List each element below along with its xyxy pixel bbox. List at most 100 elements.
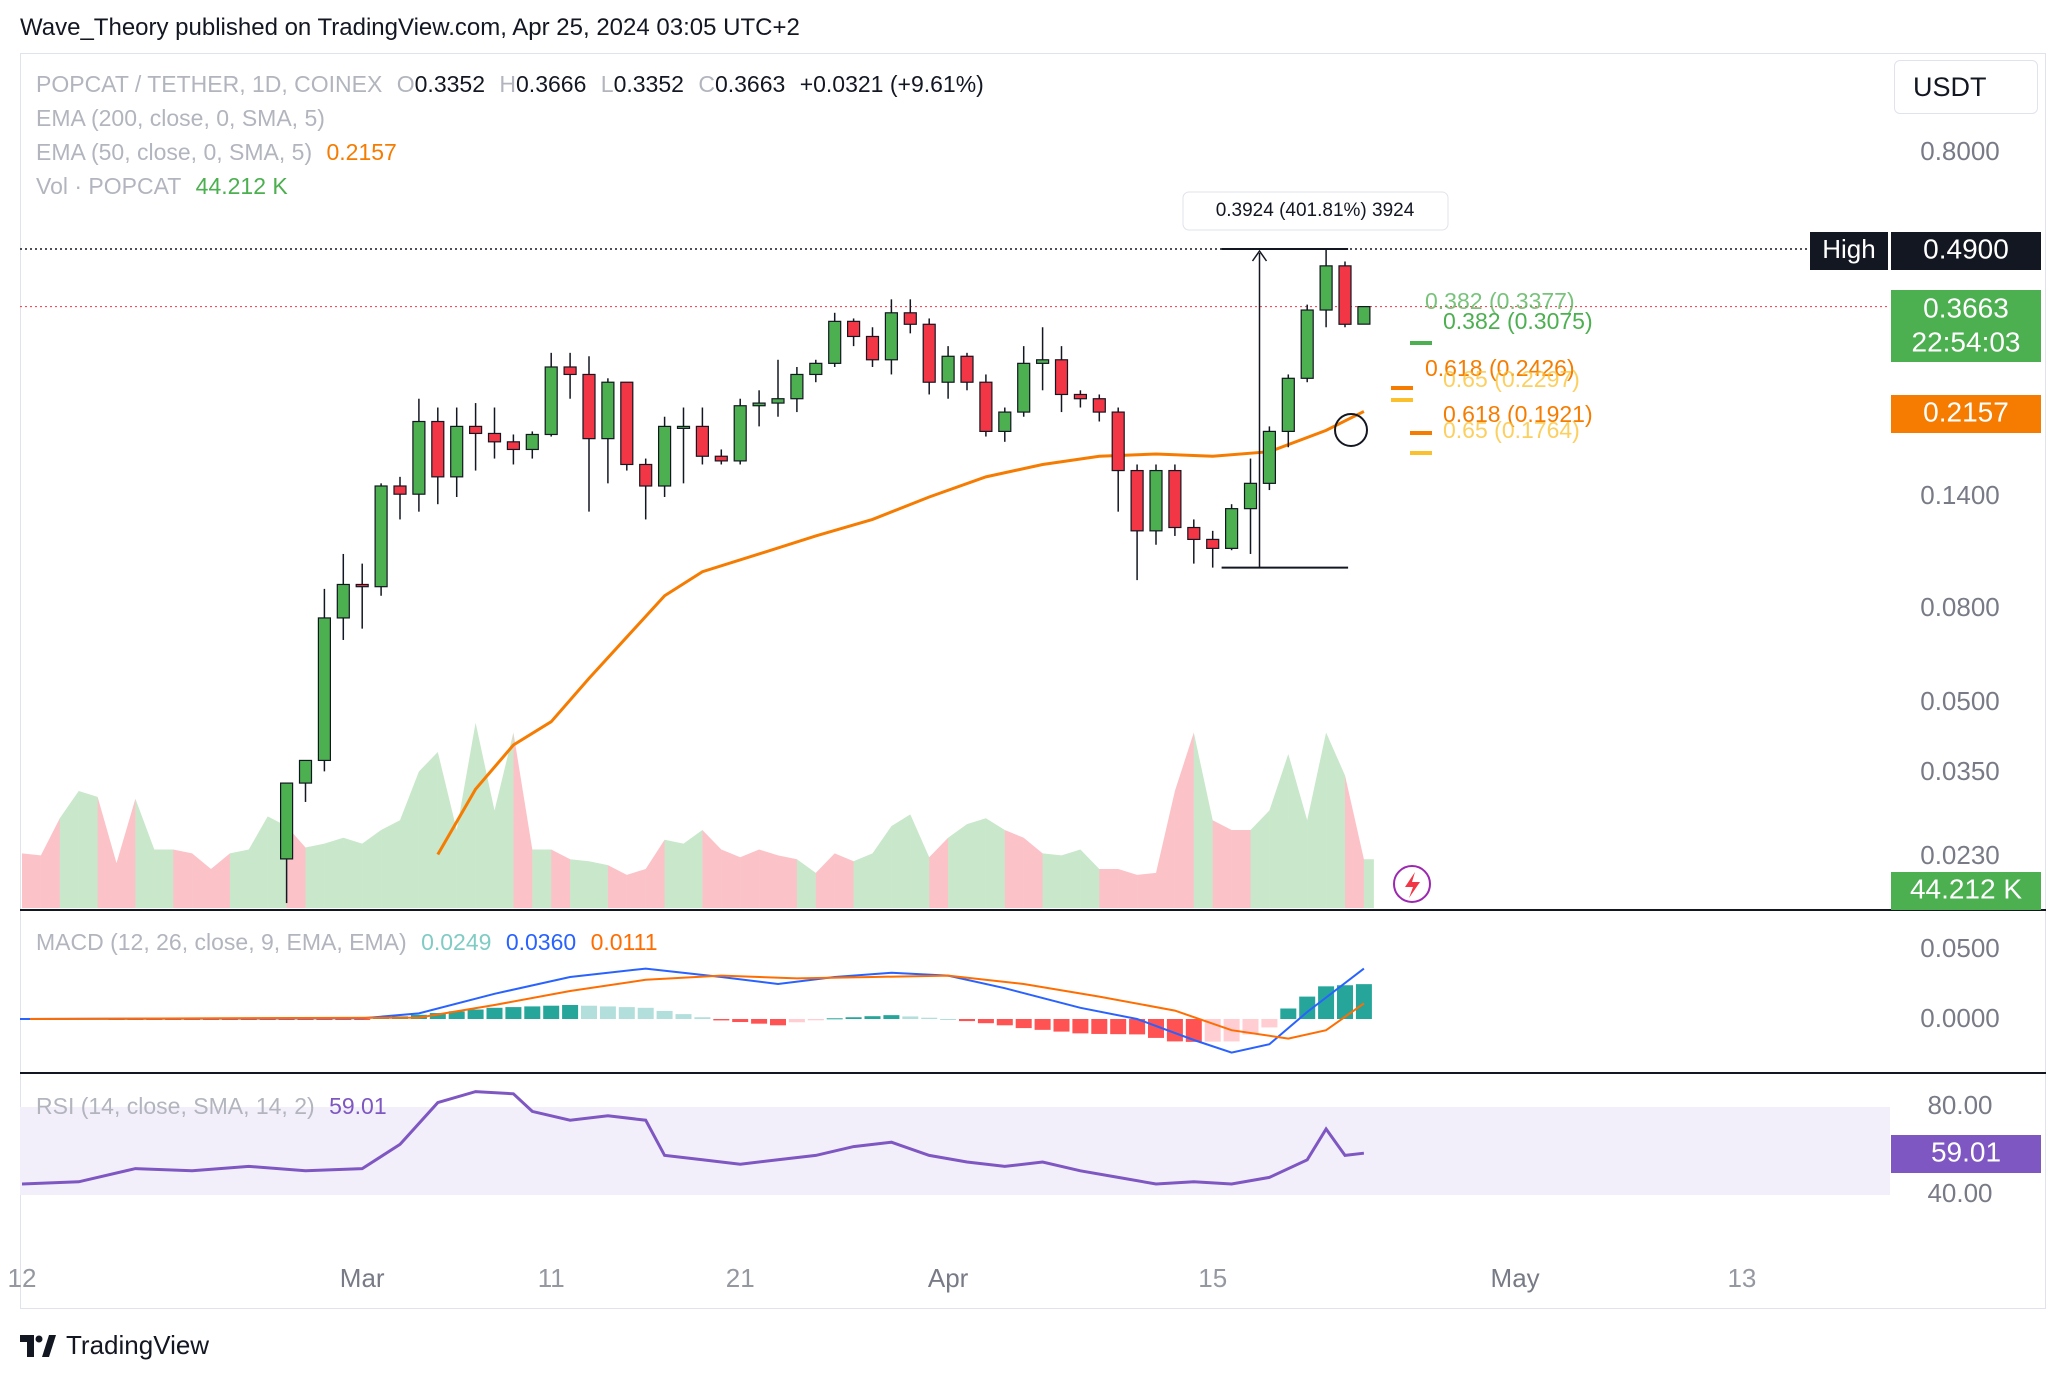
volume-bar bbox=[740, 849, 760, 908]
volume-bar bbox=[456, 722, 476, 908]
volume-bar bbox=[40, 818, 60, 908]
volume-bar bbox=[437, 752, 457, 908]
macd-hist-bar bbox=[770, 1019, 786, 1026]
candle-body bbox=[1206, 538, 1220, 549]
candle-body bbox=[1017, 362, 1031, 413]
volume-bar bbox=[1307, 732, 1327, 908]
candle-countdown: 22:54:03 bbox=[1912, 326, 2021, 357]
volume-bar bbox=[192, 853, 211, 908]
macd-legend[interactable]: MACD (12, 26, close, 9, EMA, EMA) 0.0249… bbox=[36, 929, 666, 956]
close-label: C bbox=[698, 71, 715, 97]
time-axis-tick: 11 bbox=[538, 1263, 565, 1293]
volume-bar bbox=[78, 791, 98, 908]
candle-body bbox=[280, 782, 294, 860]
close-value: 0.3663 bbox=[714, 71, 786, 97]
candle-body bbox=[657, 425, 672, 487]
volume-bar bbox=[929, 837, 949, 908]
symbol-name[interactable]: POPCAT / TETHER, 1D, COINEX bbox=[36, 71, 383, 97]
macd-hist-bar bbox=[1034, 1019, 1051, 1030]
ema50-legend[interactable]: EMA (50, close, 0, SMA, 5) 0.2157 bbox=[36, 139, 405, 166]
volume-bar bbox=[418, 752, 438, 908]
ema200-legend[interactable]: EMA (200, close, 0, SMA, 5) bbox=[36, 105, 333, 132]
macd-hist-bar bbox=[297, 1019, 314, 1020]
candle-body bbox=[884, 312, 899, 361]
high-badge-tag bbox=[1810, 232, 1888, 270]
volume-bar bbox=[683, 830, 703, 908]
macd-hist-bar bbox=[826, 1018, 843, 1020]
volume-bar bbox=[381, 820, 400, 908]
volume-bar bbox=[1193, 732, 1213, 908]
candle-body bbox=[506, 441, 520, 451]
lightning-bolt-icon bbox=[1405, 872, 1420, 898]
candle-body bbox=[809, 362, 823, 376]
macd-hist-bar bbox=[618, 1007, 635, 1019]
last-price-value: 0.3663 bbox=[1923, 292, 2009, 323]
macd-hist-bar bbox=[259, 1019, 276, 1020]
macd-signal-line bbox=[21, 974, 1365, 1040]
macd-axis-tick: 0.0500 bbox=[1920, 933, 2000, 963]
candle-body bbox=[1111, 411, 1125, 472]
macd-hist-bar bbox=[543, 1005, 560, 1019]
high-badge-value: 0.4900 bbox=[1923, 233, 2009, 264]
volume-bar bbox=[1212, 820, 1232, 908]
macd-hist-bar bbox=[864, 1016, 881, 1019]
change-value: +0.0321 (+9.61%) bbox=[799, 71, 984, 97]
candle-body bbox=[846, 320, 861, 338]
volume-bar bbox=[1345, 775, 1364, 908]
circle-marker bbox=[1334, 413, 1368, 447]
volume-series bbox=[22, 722, 1374, 908]
macd-hist-bar bbox=[1166, 1019, 1183, 1042]
rsi-legend[interactable]: RSI (14, close, SMA, 14, 2) 59.01 bbox=[36, 1093, 395, 1120]
volume-bar bbox=[135, 798, 155, 908]
candle-body bbox=[431, 420, 445, 478]
macd-hist-bar bbox=[959, 1019, 975, 1022]
macd-hist-bar bbox=[316, 1019, 333, 1020]
volume-bar bbox=[1326, 732, 1345, 908]
macd-hist-bar bbox=[1129, 1019, 1146, 1035]
volume-badge-value: 44.212 K bbox=[1910, 873, 2022, 904]
volume-bar bbox=[248, 816, 268, 908]
candle-body bbox=[714, 455, 728, 462]
rsi-badge-value: 59.01 bbox=[1931, 1136, 2001, 1167]
ema50-value: 0.2157 bbox=[326, 139, 397, 165]
macd-hist-bar bbox=[1261, 1019, 1278, 1028]
currency-selector[interactable]: USDT bbox=[1894, 60, 2038, 114]
lightning-icon bbox=[1393, 865, 1431, 903]
volume-bar bbox=[645, 839, 665, 908]
volume-bar bbox=[967, 818, 986, 908]
candle-body bbox=[941, 355, 955, 383]
volume-bar bbox=[59, 791, 79, 908]
candle-body bbox=[1357, 305, 1371, 325]
macd-hist-bar bbox=[1355, 984, 1372, 1019]
volume-bar bbox=[22, 853, 41, 908]
candle-body bbox=[828, 320, 842, 364]
volume-bar bbox=[513, 732, 533, 908]
volume-bar bbox=[589, 861, 608, 908]
macd-signal-value: 0.0111 bbox=[590, 929, 658, 955]
candle-body bbox=[1149, 469, 1163, 532]
volume-bar bbox=[1042, 853, 1062, 908]
rsi-axis-tick: 40.00 bbox=[1927, 1178, 1992, 1208]
tradingview-logo[interactable]: TradingView bbox=[20, 1330, 209, 1361]
high-value: 0.3666 bbox=[516, 71, 587, 97]
volume-bar bbox=[1137, 872, 1156, 908]
time-axis-tick: May bbox=[1491, 1263, 1540, 1293]
volume-badge bbox=[1891, 872, 2041, 910]
candle-body bbox=[865, 335, 880, 361]
volume-bar bbox=[815, 853, 835, 908]
volume-bar bbox=[97, 796, 117, 908]
macd-hist-bar bbox=[1242, 1019, 1259, 1035]
volume-bar bbox=[626, 869, 646, 908]
volume-legend[interactable]: Vol · POPCAT 44.212 K bbox=[36, 173, 296, 200]
volume-bar bbox=[853, 853, 873, 908]
time-axis-tick: 21 bbox=[726, 1263, 755, 1293]
candle-body bbox=[979, 381, 993, 433]
measure-label: 0.3924 (401.81%) 3924 bbox=[1216, 200, 1415, 221]
volume-label: Vol · POPCAT bbox=[36, 173, 182, 199]
volume-bar bbox=[1118, 869, 1138, 908]
time-axis-tick: Mar bbox=[340, 1263, 385, 1293]
candle-body bbox=[676, 425, 691, 429]
macd-line bbox=[21, 967, 1365, 1054]
macd-hist-bar bbox=[1280, 1008, 1297, 1019]
